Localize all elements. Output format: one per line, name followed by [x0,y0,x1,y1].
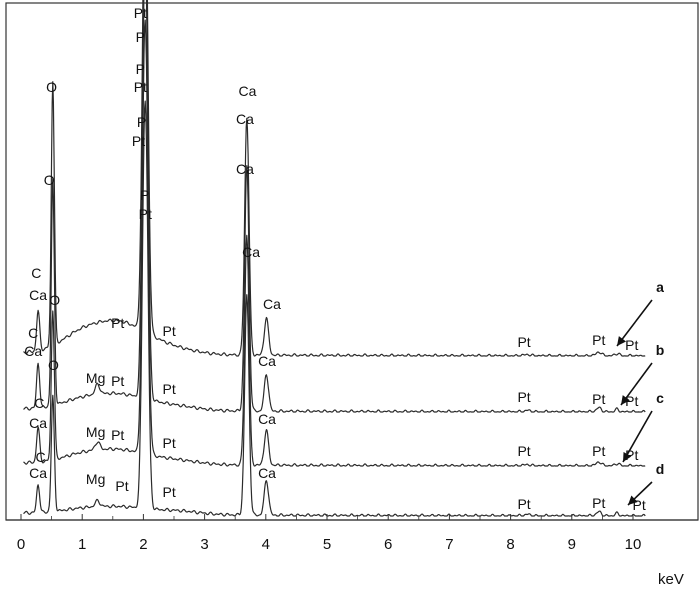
spectrum-arrowhead-c [623,451,632,462]
peak-label: Mg [86,471,105,487]
x-tick-label: 10 [625,536,642,553]
spectrum-trace-c [23,19,646,467]
peak-annotations: PtPPPtPPtPPtOOOOCaCaCaCaCaCaCaCaCCaCCaCC… [24,5,646,513]
peak-label: Ca [238,83,256,99]
spectra-traces [23,0,646,517]
spectrum-label-d: d [656,461,665,477]
peak-label: Pt [592,332,605,348]
peak-label: Pt [592,443,605,459]
peak-label: Ca [242,244,260,260]
peak-label: O [48,357,59,373]
x-tick-label: 6 [384,536,392,553]
x-tick-label: 5 [323,536,331,553]
peak-label: Ca [236,111,254,127]
peak-label: P [140,187,149,203]
peak-label: C [28,325,38,341]
spectrum-label-a: a [656,279,664,295]
spectrum-arrowhead-d [628,495,638,505]
peak-label: P [136,61,145,77]
peak-label: P [137,114,146,130]
peak-label: Pt [134,5,147,21]
peak-label: Pt [625,393,638,409]
peak-label: C [34,395,44,411]
peak-label: Pt [111,373,124,389]
peak-label: Pt [162,435,175,451]
spectrum-trace-d [23,100,646,517]
peak-label: Ca [258,411,276,427]
spectrum-trace-b [23,0,646,413]
peak-label: Pt [517,389,530,405]
peak-label: P [136,29,145,45]
peak-label: C [36,449,46,465]
peak-label: Ca [29,465,47,481]
peak-label: Pt [111,315,124,331]
peak-label: Pt [592,495,605,511]
spectrum-label-b: b [656,342,665,358]
spectrum-arrow-a [616,299,653,347]
peak-label: Pt [162,484,175,500]
peak-label: Mg [86,370,105,386]
peak-label: Pt [115,478,128,494]
spectrum-arrows: a b c d [616,279,665,506]
peak-label: Pt [139,206,152,222]
x-tick-label: 7 [445,536,453,553]
x-axis: 0 1 2 3 4 5 6 7 8 9 10 [6,514,698,553]
spectrum-arrow-c [622,410,653,463]
spectrum-trace-a [23,0,646,357]
peak-label: C [31,265,41,281]
spectrum-arrowhead-b [621,395,630,405]
peak-label: Ca [263,296,281,312]
spectrum-arrowhead-a [617,336,627,346]
peak-label: Ca [29,415,47,431]
spectrum-label-c: c [656,390,664,406]
x-tick-label: 0 [17,536,25,553]
peak-label: Ca [258,353,276,369]
peak-label: Ca [29,287,47,303]
peak-label: Pt [592,391,605,407]
peak-label: Ca [236,161,254,177]
x-tick-label: 3 [200,536,208,553]
peak-label: O [44,172,55,188]
peak-label: O [46,79,57,95]
peak-label: Pt [517,334,530,350]
x-tick-label: 9 [568,536,576,553]
peak-label: Pt [625,337,638,353]
x-tick-label: 2 [139,536,147,553]
peak-label: Pt [111,427,124,443]
x-tick-label: 8 [506,536,514,553]
peak-label: Ca [258,465,276,481]
x-tick-label: 1 [78,536,86,553]
peak-label: Pt [517,443,530,459]
peak-label: Pt [134,79,147,95]
peak-label: Pt [517,496,530,512]
peak-label: Pt [132,133,145,149]
peak-label: Pt [162,323,175,339]
x-axis-label: keV [658,571,684,588]
peak-label: Pt [162,381,175,397]
peak-label: O [49,292,60,308]
peak-label: Ca [24,343,42,359]
peak-label: Mg [86,424,105,440]
x-tick-label: 4 [262,536,270,553]
